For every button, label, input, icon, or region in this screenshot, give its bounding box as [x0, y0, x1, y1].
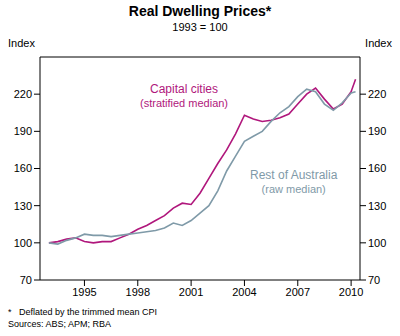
html-text:Real Dwelling Prices*: Real Dwelling Prices*: [128, 3, 272, 19]
svg-text:160: 160: [14, 162, 32, 174]
html-text:Sources: ABS; APM; RBA: Sources: ABS; APM; RBA: [8, 319, 111, 329]
svg-text:190: 190: [368, 125, 386, 137]
svg-text:160: 160: [368, 162, 386, 174]
html-text:Capital cities: Capital cities: [150, 82, 218, 96]
html-text:Rest of Australia: Rest of Australia: [250, 168, 338, 182]
html-text:Index: Index: [8, 37, 35, 49]
html-text:(stratified median): (stratified median): [140, 97, 228, 109]
svg-text:100: 100: [14, 237, 32, 249]
svg-text:70: 70: [20, 274, 32, 286]
svg-text:130: 130: [368, 200, 386, 212]
svg-text:1998: 1998: [126, 286, 150, 298]
html-text:(raw median): (raw median): [261, 183, 326, 195]
svg-text:70: 70: [368, 274, 380, 286]
svg-text:100: 100: [368, 237, 386, 249]
html-text:* Deflated by the trimmed mean: * Deflated by the trimmed mean CPI: [8, 307, 158, 317]
svg-text:1995: 1995: [72, 286, 96, 298]
svg-text:2010: 2010: [339, 286, 363, 298]
svg-text:2007: 2007: [286, 286, 310, 298]
svg-text:190: 190: [14, 125, 32, 137]
svg-text:220: 220: [14, 88, 32, 100]
html-text:Index: Index: [365, 37, 392, 49]
svg-text:2001: 2001: [179, 286, 203, 298]
svg-text:130: 130: [14, 200, 32, 212]
html-text:1993 = 100: 1993 = 100: [172, 21, 228, 33]
svg-text:2004: 2004: [232, 286, 256, 298]
svg-text:220: 220: [368, 88, 386, 100]
